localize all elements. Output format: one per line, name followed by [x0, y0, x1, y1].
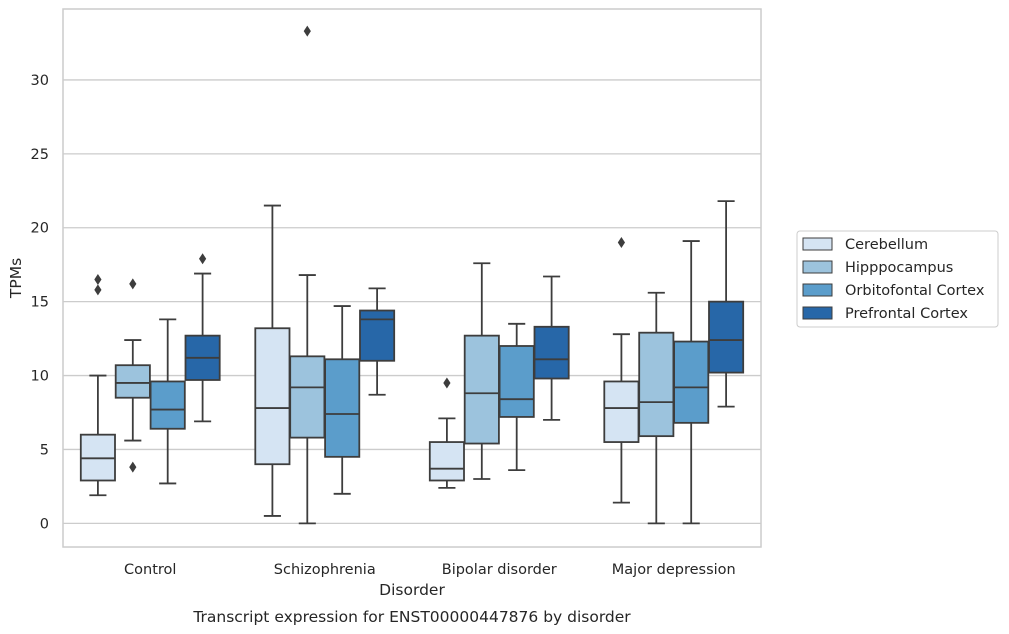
legend-swatch	[802, 283, 833, 297]
box-2-1	[463, 262, 500, 480]
x-tick-label: Major depression	[612, 562, 736, 578]
y-tick-label: 5	[40, 442, 49, 458]
box-3-2	[673, 240, 710, 525]
gridlines	[63, 79, 761, 525]
box-1-2	[324, 305, 361, 495]
y-tick-labels: 0 5 10 15 20 25 30	[31, 73, 49, 532]
box-1-3	[359, 287, 396, 396]
box-iqr	[708, 300, 745, 374]
box-1-1	[289, 25, 326, 525]
legend-frame	[796, 230, 999, 328]
box-3-3	[708, 200, 745, 408]
legend: Cerebellum Hipppocampus Orbitofontal Corte…	[796, 230, 999, 328]
plot-area-background	[63, 9, 761, 547]
legend-label: Cerebellum	[845, 237, 928, 253]
box-0-1	[114, 278, 151, 473]
box-iqr	[498, 345, 535, 418]
box-iqr	[463, 334, 500, 445]
outlier-marker	[129, 461, 137, 473]
box-2-0	[428, 377, 465, 489]
x-tick-label: Control	[124, 562, 176, 578]
boxes	[79, 25, 745, 525]
legend-label: Prefrontal Cortex	[845, 306, 968, 322]
box-iqr	[114, 364, 151, 399]
box-iqr	[254, 327, 291, 466]
x-tick-labels: Control Schizophrenia Bipolar disorder Majo…	[124, 562, 736, 578]
box-2-3	[533, 275, 570, 421]
box-iqr	[428, 441, 465, 482]
legend-swatch	[802, 306, 833, 320]
legend-swatch	[802, 237, 833, 251]
box-iqr	[603, 380, 640, 443]
box-0-0	[79, 273, 116, 497]
outlier-marker	[443, 377, 451, 389]
y-tick-label: 10	[31, 369, 49, 385]
box-2-2	[498, 322, 535, 472]
x-axis-label: Disorder	[379, 581, 445, 599]
legend-swatch	[802, 260, 833, 274]
box-3-0	[603, 237, 640, 504]
y-tick-label: 15	[31, 295, 49, 311]
plot-area-frame	[62, 8, 762, 548]
chart-title: Transcript expression for ENST0000044787…	[192, 608, 631, 626]
box-iqr	[673, 340, 710, 424]
y-tick-label: 0	[40, 516, 49, 532]
box-0-3	[184, 253, 221, 423]
box-iqr	[149, 380, 186, 430]
y-tick-label: 30	[31, 73, 49, 89]
box-iqr	[638, 331, 675, 438]
outlier-marker	[199, 253, 207, 265]
x-tick-label: Bipolar disorder	[442, 562, 557, 578]
box-iqr	[359, 309, 396, 362]
outlier-marker	[129, 278, 137, 290]
x-tick-label: Schizophrenia	[274, 562, 376, 578]
outlier-marker	[617, 237, 625, 249]
y-tick-label: 25	[31, 147, 49, 163]
outlier-marker	[94, 273, 102, 285]
y-tick-label: 20	[31, 221, 49, 237]
outlier-marker	[94, 284, 102, 296]
legend-label: Hipppocampus	[845, 260, 953, 276]
y-axis-label: TPMs	[7, 258, 25, 299]
box-iqr	[324, 358, 361, 458]
legend-label: Orbitofontal Cortex	[845, 283, 985, 299]
legend-items: Cerebellum Hipppocampus Orbitofontal Corte…	[802, 237, 985, 322]
box-0-2	[149, 318, 186, 485]
outlier-marker	[303, 25, 311, 37]
box-iqr	[533, 325, 570, 380]
box-iqr	[289, 355, 326, 439]
